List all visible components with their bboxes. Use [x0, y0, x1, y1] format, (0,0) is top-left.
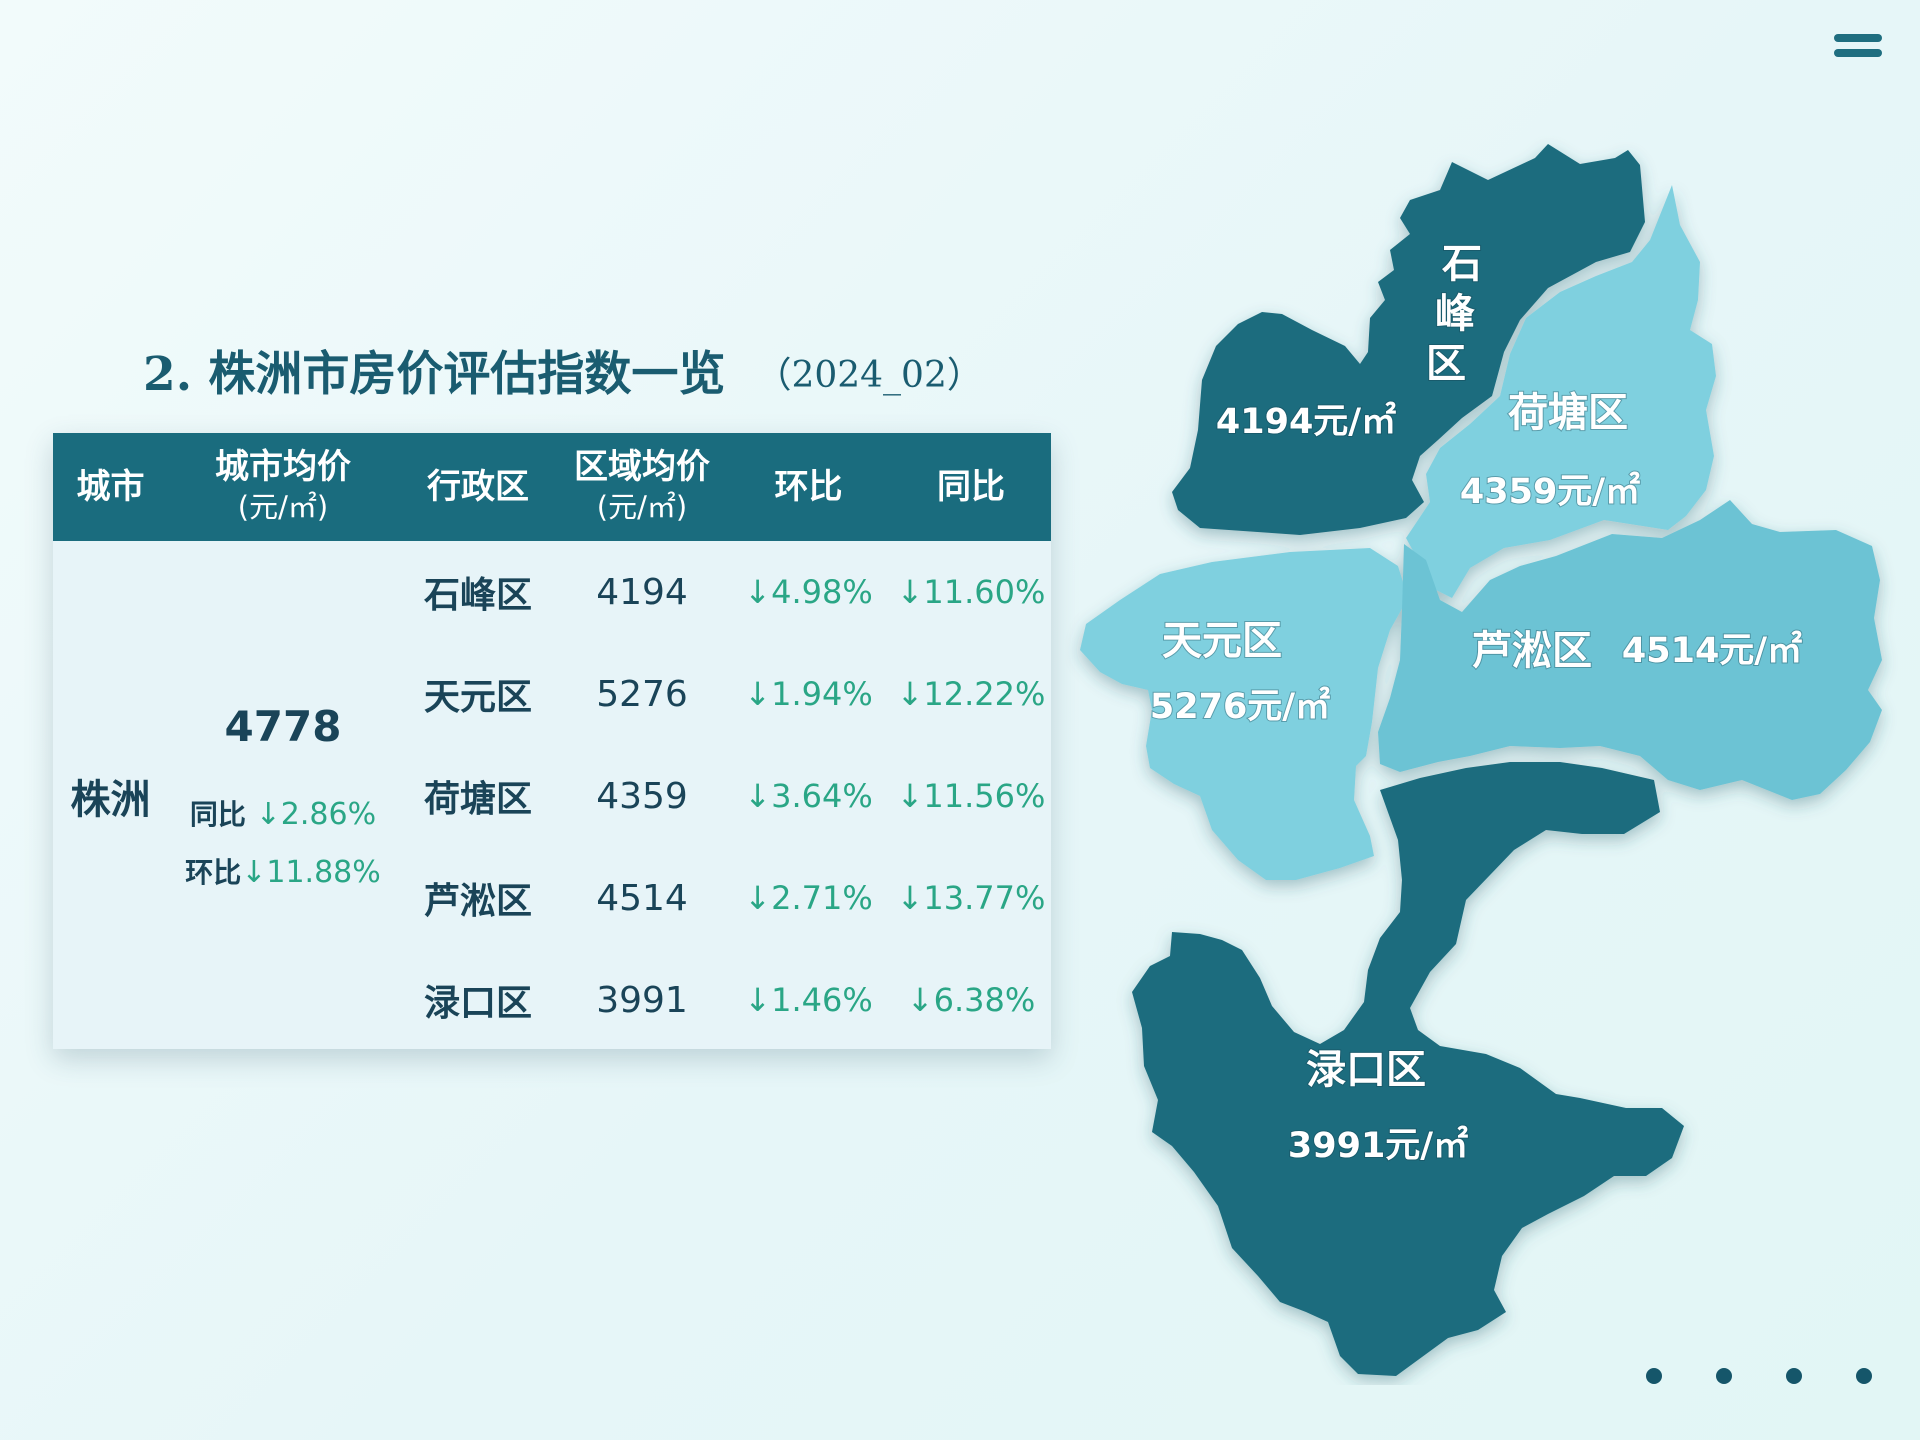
- city-yoy: 同比 ↓2.86%: [168, 793, 398, 833]
- district-name: 荷塘区: [423, 779, 532, 820]
- district-mom: ↓4.98%: [744, 573, 873, 611]
- district-price: 5276: [596, 673, 688, 715]
- table-row: 天元区 5276 ↓1.94% ↓12.22%: [53, 643, 1051, 745]
- district-price: 4194: [596, 571, 688, 613]
- city-name: 株洲: [70, 777, 151, 823]
- page-dot[interactable]: [1716, 1368, 1732, 1384]
- district-name: 石峰区: [423, 575, 532, 616]
- district-mom: ↓3.64%: [744, 777, 873, 815]
- district-price: 4514: [596, 877, 688, 919]
- district-price: 3991: [596, 979, 688, 1021]
- region-lukou[interactable]: [1132, 762, 1684, 1376]
- district-yoy: ↓11.56%: [896, 777, 1046, 815]
- district-name: 渌口区: [423, 983, 532, 1024]
- region-lusong[interactable]: [1378, 500, 1882, 800]
- header-district-avg-unit: (元/㎡): [596, 490, 688, 524]
- table-header-row: 城市 城市均价 (元/㎡) 行政区 区域均价 (元/㎡) 环比 同比: [53, 433, 1051, 541]
- price-table-card: 城市 城市均价 (元/㎡) 行政区 区域均价 (元/㎡) 环比 同比 株洲 4778…: [53, 433, 1051, 1049]
- lusong-price: 4514元/㎡: [1622, 630, 1802, 671]
- district-yoy: ↓13.77%: [896, 879, 1046, 917]
- page-dot[interactable]: [1646, 1368, 1662, 1384]
- header-city-avg-label: 城市均价: [215, 447, 351, 487]
- region-tianyuan[interactable]: [1080, 548, 1408, 880]
- district-yoy: ↓6.38%: [906, 981, 1036, 1019]
- district-name: 天元区: [423, 677, 532, 718]
- title-main: 2. 株洲市房价评估指数一览: [143, 347, 726, 402]
- page-dot[interactable]: [1856, 1368, 1872, 1384]
- region-label-tianyuan: 天元区 5276元/㎡: [1149, 617, 1331, 728]
- menu-icon[interactable]: [1834, 34, 1882, 58]
- region-label-lukou: 渌口区 3991元/㎡: [1287, 1046, 1469, 1167]
- district-name: 芦淞区: [423, 881, 532, 922]
- table-row: 株洲 4778 同比 ↓2.86% 环比↓11.88% 石峰区 4194 ↓4.…: [53, 541, 1051, 890]
- page-title: 2. 株洲市房价评估指数一览 （2024_02）: [143, 335, 983, 404]
- city-yoy-value: ↓2.86%: [255, 796, 377, 832]
- shifeng-name-char-2: 峰: [1435, 291, 1475, 337]
- district-map: 石 峰 区 4194元/㎡ 荷塘区 4359元/㎡ 天元区 5276元/㎡ 芦淞…: [1080, 144, 1882, 1376]
- shifeng-name-char-3: 区: [1426, 341, 1466, 387]
- district-yoy: ↓11.60%: [896, 573, 1046, 611]
- header-yoy: 同比: [937, 467, 1005, 507]
- lukou-price: 3991元/㎡: [1288, 1125, 1468, 1166]
- lusong-name: 芦淞区: [1472, 628, 1592, 674]
- city-yoy-label: 同比: [189, 797, 246, 831]
- header-district-avg: 区域均价 (元/㎡): [558, 433, 726, 541]
- header-mom: 环比: [774, 467, 843, 507]
- page-dot[interactable]: [1786, 1368, 1802, 1384]
- table-row: 芦淞区 4514 ↓2.71% ↓13.77%: [53, 847, 1051, 949]
- tianyuan-price: 5276元/㎡: [1150, 686, 1330, 727]
- price-table: 城市 城市均价 (元/㎡) 行政区 区域均价 (元/㎡) 环比 同比 株洲 4778…: [53, 433, 1051, 1051]
- header-city-avg: 城市均价 (元/㎡): [168, 433, 398, 541]
- district-mom: ↓1.94%: [744, 675, 873, 713]
- region-label-shifeng: 石 峰 区 4194元/㎡: [1215, 240, 1483, 443]
- city-average-value: 4778: [224, 701, 342, 751]
- table-row: 荷塘区 4359 ↓3.64% ↓11.56%: [53, 745, 1051, 847]
- header-city: 城市: [76, 467, 145, 507]
- table-row: 渌口区 3991 ↓1.46% ↓6.38%: [53, 949, 1051, 1051]
- hetang-name: 荷塘区: [1508, 390, 1628, 436]
- title-period: （2024_02）: [755, 355, 983, 396]
- region-shifeng[interactable]: [1172, 144, 1645, 535]
- pagination-dots: [1646, 1368, 1872, 1384]
- header-district: 行政区: [427, 467, 529, 507]
- header-district-avg-label: 区域均价: [574, 447, 710, 487]
- city-mom-value: ↓11.88%: [241, 854, 381, 890]
- district-yoy: ↓12.22%: [896, 675, 1046, 713]
- district-mom: ↓2.71%: [744, 879, 873, 917]
- city-mom-label: 环比: [185, 855, 242, 889]
- region-label-lusong: 芦淞区 4514元/㎡: [1471, 627, 1803, 675]
- city-average-cell: 4778 同比 ↓2.86% 环比↓11.88%: [168, 541, 398, 1051]
- shifeng-price: 4194元/㎡: [1216, 401, 1396, 442]
- lukou-name: 渌口区: [1306, 1047, 1426, 1093]
- district-price: 4359: [596, 775, 688, 817]
- tianyuan-name: 天元区: [1162, 618, 1282, 664]
- region-hetang[interactable]: [1406, 185, 1716, 598]
- hetang-price: 4359元/㎡: [1460, 471, 1640, 512]
- district-mom: ↓1.46%: [744, 981, 873, 1019]
- header-city-avg-unit: (元/㎡): [237, 490, 329, 524]
- region-label-hetang: 荷塘区 4359元/㎡: [1459, 389, 1641, 513]
- city-mom: 环比↓11.88%: [168, 851, 398, 891]
- shifeng-name-char-1: 石: [1442, 241, 1482, 287]
